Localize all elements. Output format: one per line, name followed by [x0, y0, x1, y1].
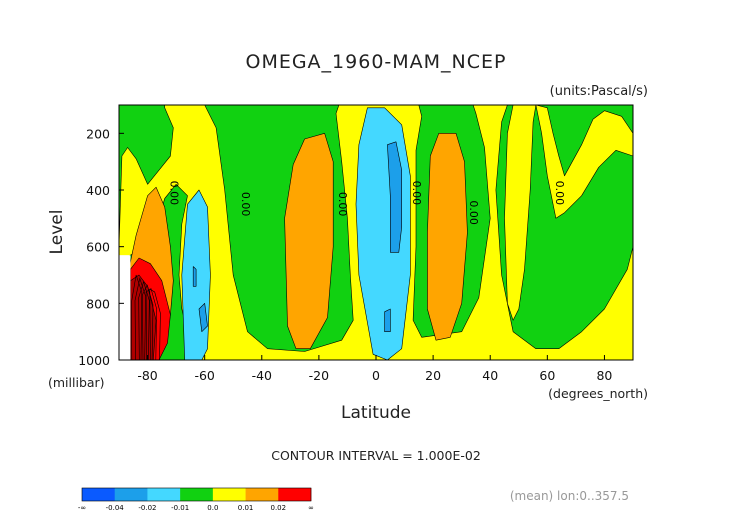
chart-title: OMEGA_1960-MAM_NCEP [245, 51, 506, 73]
y-axis-unit: (millibar) [48, 375, 105, 390]
contour-line [130, 274, 143, 361]
contour-label: 0.00 [467, 200, 480, 225]
x-tick-label: -80 [137, 368, 157, 383]
colorbar-swatch [82, 488, 116, 501]
contour-labels: 0.00 0.00 0.00 0.00 0.00 0.00 [167, 181, 566, 225]
y-tick-label: 600 [86, 240, 110, 255]
colorbar-label: -0.02 [138, 504, 156, 512]
colorbar-swatch [278, 488, 312, 501]
y-tick-label: 1000 [78, 353, 110, 368]
x-tick-label: -20 [309, 368, 329, 383]
x-tick-label: 20 [425, 368, 441, 383]
y-tick-label: 200 [86, 126, 110, 141]
x-axis-title: Latitude [341, 403, 411, 423]
contour-label: 0.00 [167, 181, 180, 206]
x-tick-label: 0 [372, 368, 380, 383]
y-axis-title: Level [47, 210, 67, 255]
contour-line [142, 284, 154, 361]
contour-line [138, 280, 150, 361]
colorbar-label: 0.01 [238, 504, 254, 512]
units-label: (units:Pascal/s) [550, 84, 648, 99]
y-tick-label: 400 [86, 183, 110, 198]
x-axis-ticks: -80 -60 -40 -20 0 20 40 60 80 [137, 355, 612, 383]
contour-regions [118, 104, 634, 361]
colorbar-swatch [212, 488, 246, 501]
colorbar-label: 0.0 [207, 504, 218, 512]
colorbar-label: -0.01 [171, 504, 189, 512]
contour-line [134, 277, 146, 361]
contour-region-8 [384, 308, 391, 333]
colorbar-swatch [180, 488, 214, 501]
x-tick-label: 80 [596, 368, 612, 383]
contour-label: 0.00 [239, 192, 252, 217]
contour-label: 0.00 [410, 181, 423, 206]
colorbar-label: -∞ [78, 504, 86, 512]
contour-interval-note: CONTOUR INTERVAL = 1.000E-02 [271, 448, 481, 463]
colorbar-swatch [114, 488, 148, 501]
x-tick-label: 60 [539, 368, 555, 383]
x-tick-label: -60 [194, 368, 214, 383]
contour-label: 0.00 [336, 192, 349, 217]
colorbar: -∞ -0.04 -0.02 -0.01 0.0 0.01 0.02 ∞ [78, 487, 314, 512]
contour-region-5 [284, 133, 334, 350]
x-tick-label: -40 [252, 368, 272, 383]
contour-region-4 [198, 302, 208, 333]
colorbar-swatch [147, 488, 181, 501]
colorbar-frame [81, 487, 312, 502]
x-axis-unit: (degrees_north) [548, 386, 648, 401]
colorbar-label: 0.02 [270, 504, 286, 512]
contour-region-9 [427, 133, 468, 341]
contour-label: 0.00 [553, 181, 566, 206]
missing-data-area [119, 255, 131, 360]
y-tick-label: 800 [86, 296, 110, 311]
colorbar-label: -0.04 [106, 504, 125, 512]
plot-area: 0.00 0.00 0.00 0.00 0.00 0.00 -80 -60 -40 -20 0 20… [78, 104, 634, 383]
contour-line [149, 288, 161, 361]
contour-region-3 [192, 266, 197, 287]
contour-region-7 [387, 141, 403, 253]
x-tick-label: 40 [482, 368, 498, 383]
colorbar-swatch [245, 488, 279, 501]
contour-line [145, 288, 158, 361]
footnote: (mean) lon:0..357.5 [510, 489, 629, 503]
y-axis-ticks: 200 400 600 800 1000 [78, 126, 124, 368]
colorbar-label: ∞ [308, 504, 314, 512]
